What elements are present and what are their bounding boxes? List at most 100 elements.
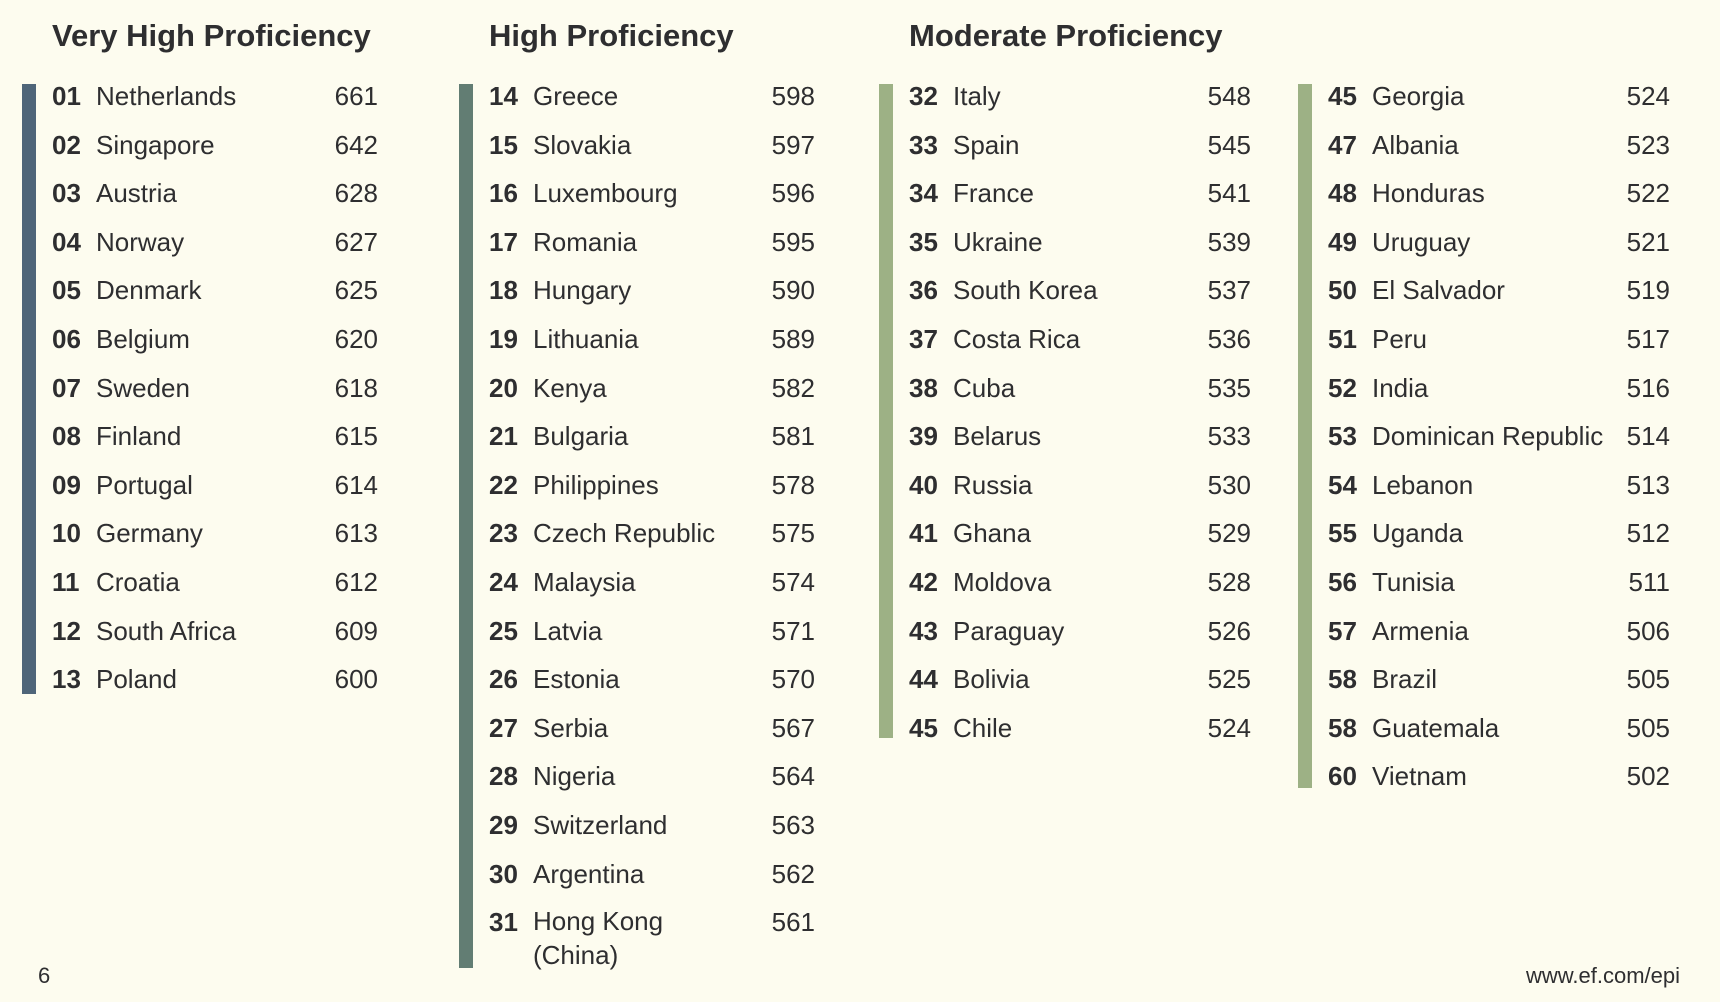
score-value: 578 [771, 469, 815, 500]
rank-number: 36 [909, 275, 938, 306]
rank-number: 18 [489, 275, 518, 306]
ranking-row: 09 Portugal 614 [52, 467, 378, 516]
score-value: 563 [771, 809, 815, 840]
score-value: 612 [334, 566, 378, 597]
ranking-row: 55 Uganda 512 [1328, 515, 1670, 564]
score-value: 521 [1626, 226, 1670, 257]
ranking-row: 22 Philippines 578 [489, 467, 815, 516]
country-name: Bolivia [953, 664, 1030, 695]
score-value: 661 [334, 81, 378, 111]
country-name: India [1372, 372, 1429, 403]
rank-number: 04 [52, 226, 81, 257]
ranking-row: 13 Poland 600 [52, 661, 378, 710]
country-name: Ukraine [953, 226, 1043, 257]
ranking-row: 54 Lebanon 513 [1328, 467, 1670, 516]
score-value: 539 [1207, 226, 1251, 257]
rank-number: 37 [909, 323, 938, 354]
ranking-row: 40 Russia 530 [909, 467, 1251, 516]
country-name: Peru [1372, 323, 1427, 354]
ranking-row: 07 Sweden 618 [52, 370, 378, 419]
ranking-row: 44 Bolivia 525 [909, 661, 1251, 710]
rank-number: 34 [909, 178, 938, 209]
rank-number: 58 [1328, 664, 1357, 695]
score-value: 642 [334, 129, 378, 160]
ranking-row: 30 Argentina 562 [489, 856, 815, 905]
score-value: 524 [1626, 81, 1670, 111]
rank-number: 01 [52, 81, 81, 111]
score-value: 600 [334, 664, 378, 695]
country-name: Serbia [533, 712, 609, 743]
score-value: 567 [771, 712, 815, 743]
country-name: Paraguay [953, 615, 1065, 646]
rank-number: 39 [909, 421, 938, 452]
score-value: 598 [771, 81, 815, 111]
ranking-row: 39 Belarus 533 [909, 418, 1251, 467]
ranking-row: 31 Hong Kong (China) 561 [489, 904, 815, 976]
ranking-row: 03 Austria 628 [52, 175, 378, 224]
rank-number: 11 [52, 566, 80, 597]
rank-number: 44 [909, 664, 938, 695]
country-name: Luxembourg [533, 178, 678, 209]
country-name: Bulgaria [533, 421, 629, 452]
rank-number: 50 [1328, 275, 1357, 306]
score-value: 528 [1207, 566, 1251, 597]
ranking-row: 35 Ukraine 539 [909, 224, 1251, 273]
country-name: Italy [953, 81, 1001, 111]
country-name: Vietnam [1372, 761, 1467, 792]
rank-number: 13 [52, 664, 81, 695]
rank-number: 57 [1328, 615, 1357, 646]
rank-number: 49 [1328, 226, 1357, 257]
ranking-row: 12 South Africa 609 [52, 613, 378, 662]
rank-number: 31 [489, 907, 518, 938]
rank-number: 28 [489, 761, 518, 792]
country-name: Argentina [533, 858, 645, 889]
ranking-row: 19 Lithuania 589 [489, 321, 815, 370]
rank-number: 41 [909, 518, 938, 549]
ranking-row: 38 Cuba 535 [909, 370, 1251, 419]
country-name: Netherlands [96, 81, 237, 111]
score-value: 628 [334, 178, 378, 209]
score-value: 589 [771, 323, 815, 354]
ranking-row: 27 Serbia 567 [489, 710, 815, 759]
score-value: 548 [1207, 81, 1251, 111]
country-name: Sweden [96, 372, 190, 403]
score-value: 625 [334, 275, 378, 306]
score-value: 535 [1207, 372, 1251, 403]
score-value: 530 [1207, 469, 1251, 500]
score-value: 615 [334, 421, 378, 452]
score-value: 561 [771, 907, 815, 938]
rank-number: 19 [489, 323, 518, 354]
rank-number: 54 [1328, 469, 1357, 500]
country-name: Philippines [533, 469, 659, 500]
rank-number: 07 [52, 372, 81, 403]
rank-number: 05 [52, 275, 81, 306]
group-bar-moderate [879, 84, 893, 738]
rank-number: 45 [1328, 81, 1357, 111]
score-value: 505 [1626, 664, 1670, 695]
country-name: Lithuania [533, 323, 639, 354]
country-name: Lebanon [1372, 469, 1474, 500]
score-value: 613 [334, 518, 378, 549]
country-name: Finland [96, 421, 182, 452]
ranking-row: 43 Paraguay 526 [909, 613, 1251, 662]
score-value: 525 [1207, 664, 1251, 695]
ranking-row: 60 Vietnam 502 [1328, 758, 1670, 807]
group-title-high: High Proficiency [489, 18, 734, 53]
country-name: Estonia [533, 664, 620, 695]
ranking-row: 10 Germany 613 [52, 515, 378, 564]
score-value: 541 [1207, 178, 1251, 209]
rank-number: 48 [1328, 178, 1357, 209]
country-name: Belgium [96, 323, 190, 354]
country-name: Tunisia [1372, 566, 1455, 597]
rank-number: 43 [909, 615, 938, 646]
ranking-row: 20 Kenya 582 [489, 370, 815, 419]
score-value: 545 [1207, 129, 1251, 160]
rank-number: 17 [489, 226, 518, 257]
rank-number: 12 [52, 615, 81, 646]
ranking-row: 48 Honduras 522 [1328, 175, 1670, 224]
rank-number: 26 [489, 664, 518, 695]
rank-number: 21 [489, 421, 518, 452]
country-name: Greece [533, 81, 619, 111]
country-name: Uruguay [1372, 226, 1471, 257]
ranking-row: 51 Peru 517 [1328, 321, 1670, 370]
